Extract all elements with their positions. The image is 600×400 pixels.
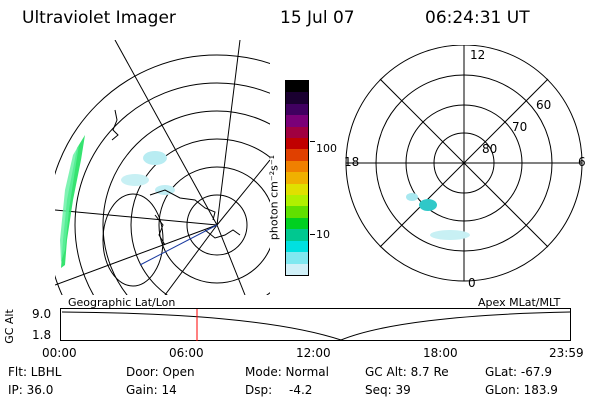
geographic-map xyxy=(55,40,270,295)
mlat-80-label: 80 xyxy=(482,142,498,156)
x-tick-2359: 23:59 xyxy=(549,346,584,360)
aurora-emission xyxy=(406,193,470,240)
color-scale-band xyxy=(286,81,308,93)
lat-circle xyxy=(186,194,248,256)
time-label: 06:24:31 UT xyxy=(425,8,530,28)
gc-alt-info: GC Alt: 8.7 Re xyxy=(365,365,449,379)
color-scale-band xyxy=(286,138,308,150)
altitude-axis-label: GC Alt xyxy=(2,309,16,344)
colorbar-tick-10: 10 xyxy=(316,228,330,241)
instrument-title: Ultraviolet Imager xyxy=(22,8,176,28)
color-scale-band xyxy=(286,195,308,207)
color-scale-band xyxy=(286,103,308,116)
x-tick-1800: 18:00 xyxy=(423,346,458,360)
mlt-18-label: 18 xyxy=(344,155,360,169)
glon-info: GLon: 183.9 xyxy=(485,383,558,397)
dsp-value: -4.2 xyxy=(289,383,313,397)
altitude-timeline xyxy=(60,308,571,341)
right-panel-caption: Apex MLat/MLT xyxy=(478,296,561,309)
colorbar-tick-100: 100 xyxy=(316,142,337,155)
color-scale-band xyxy=(286,183,308,196)
tick-mark xyxy=(310,234,315,235)
altitude-curve xyxy=(61,311,571,341)
color-scale-band xyxy=(286,263,308,275)
color-scale-band xyxy=(286,115,308,127)
x-tick-0000: 00:00 xyxy=(42,346,77,360)
mode-info: Mode: Normal xyxy=(245,365,329,379)
color-scale-band xyxy=(286,172,308,184)
door-info: Door: Open xyxy=(126,365,195,379)
color-scale-band xyxy=(286,149,308,161)
x-tick-0600: 06:00 xyxy=(169,346,204,360)
seq-info: Seq: 39 xyxy=(365,383,411,397)
x-tick-1200: 12:00 xyxy=(296,346,331,360)
mlt-6-label: 6 xyxy=(578,155,586,169)
colorbar-unit-label: photon cm⁻²s⁻¹ xyxy=(267,154,281,241)
filter-info: Flt: LBHL xyxy=(8,365,62,379)
glat-info: GLat: -67.9 xyxy=(485,365,552,379)
coastline xyxy=(111,109,241,246)
color-scale xyxy=(285,80,309,276)
mlt-12-label: 12 xyxy=(470,48,486,62)
date-label: 15 Jul 07 xyxy=(280,8,355,28)
color-scale-band xyxy=(286,92,308,104)
ip-info: IP: 36.0 xyxy=(8,383,54,397)
terminator-line xyxy=(139,224,218,266)
tick-mark xyxy=(310,141,315,142)
dsp-label: Dsp: xyxy=(245,383,273,397)
mlat-70-label: 70 xyxy=(512,120,528,134)
color-scale-band xyxy=(286,240,308,253)
mlat-60-label: 60 xyxy=(536,98,552,112)
color-scale-band xyxy=(286,126,308,139)
color-scale-band xyxy=(286,217,308,230)
color-scale-band xyxy=(286,252,308,264)
polar-plot xyxy=(345,45,583,282)
altitude-bottom-tick: 1.8 xyxy=(32,328,52,342)
mlt-0-label: 0 xyxy=(468,276,476,290)
gain-info: Gain: 14 xyxy=(126,383,177,397)
left-panel-caption: Geographic Lat/Lon xyxy=(68,296,176,309)
altitude-top-tick: 9.0 xyxy=(32,307,52,321)
color-scale-band xyxy=(286,160,308,173)
color-scale-band xyxy=(286,229,308,241)
color-scale-band xyxy=(286,206,308,218)
